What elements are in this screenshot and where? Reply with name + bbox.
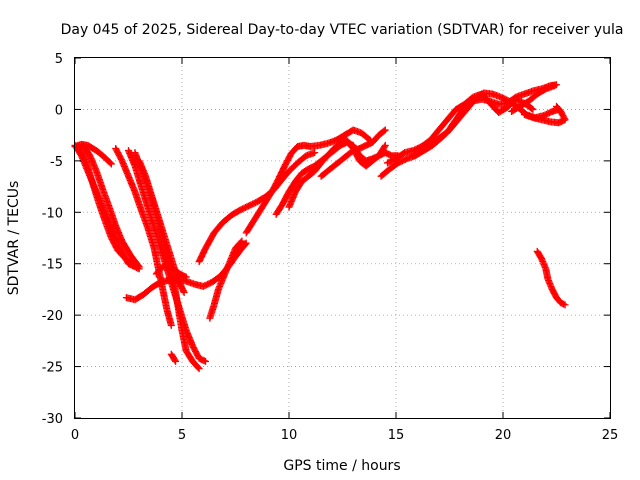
data-series-track-16 — [285, 136, 402, 211]
data-series-track-17 — [317, 126, 389, 180]
data-point — [135, 263, 143, 271]
data-series-track-22 — [520, 102, 569, 127]
data-point — [134, 262, 142, 270]
plot-frame — [74, 57, 611, 419]
data-series-track-23 — [533, 247, 569, 309]
y-tick-label: -25 — [42, 361, 63, 376]
data-point — [195, 365, 203, 373]
grid — [75, 58, 610, 418]
data-point — [550, 82, 558, 90]
data-point — [171, 356, 179, 364]
data-point — [529, 105, 537, 113]
y-axis-label: SDTVAR / TECUs — [6, 181, 22, 296]
data-series-track-3 — [75, 141, 139, 268]
y-tick-label: -10 — [42, 206, 63, 221]
x-tick-label: 10 — [281, 428, 298, 443]
x-tick-label: 25 — [602, 428, 619, 443]
chart-title: Day 045 of 2025, Sidereal Day-to-day VTE… — [61, 22, 624, 38]
data-series-track-21 — [508, 82, 558, 115]
x-tick-label: 20 — [495, 428, 512, 443]
data-point — [553, 102, 560, 110]
y-tick-label: -20 — [42, 309, 63, 324]
y-tick-label: -5 — [50, 155, 63, 170]
data-series-track-14 — [242, 126, 374, 237]
data-series-track-4 — [80, 141, 143, 271]
data-point — [237, 238, 245, 246]
x-tick-label: 15 — [388, 428, 405, 443]
y-tick-label: 0 — [55, 103, 63, 118]
data-point — [106, 159, 114, 167]
data-point — [107, 160, 115, 168]
data-point — [242, 239, 250, 247]
y-tick-label: -15 — [42, 258, 63, 273]
data-point — [238, 237, 246, 245]
data-series-track-12 — [206, 237, 246, 322]
data-point — [194, 364, 202, 372]
data-point — [380, 143, 388, 151]
data-point — [381, 126, 389, 134]
x-tick-label: 5 — [178, 428, 186, 443]
data-series-track-5 — [112, 145, 175, 329]
y-tick-label: -30 — [42, 412, 63, 427]
data-point — [381, 141, 389, 149]
axis-ticks: 0 5 10 15 20 25 -30 -25 -20 -15 -10 -5 0 5 — [42, 52, 619, 443]
x-axis-label: GPS time / hours — [283, 458, 400, 474]
data-points — [71, 81, 569, 373]
data-point — [561, 301, 569, 309]
data-point — [182, 273, 190, 281]
data-series-track-11 — [152, 260, 190, 281]
data-series-track-13 — [195, 149, 319, 266]
data-point — [241, 240, 249, 248]
data-point — [311, 149, 319, 157]
data-point — [180, 289, 188, 297]
data-point — [172, 357, 180, 365]
data-point — [167, 321, 175, 329]
data-series-track-9 — [167, 350, 180, 365]
y-tick-label: 5 — [55, 52, 63, 67]
data-point — [553, 103, 561, 111]
x-tick-label: 0 — [71, 428, 79, 443]
data-point — [380, 127, 388, 135]
data-series-track-10 — [122, 239, 250, 304]
data-point — [202, 357, 210, 365]
data-point — [528, 105, 536, 113]
data-point — [560, 300, 568, 308]
